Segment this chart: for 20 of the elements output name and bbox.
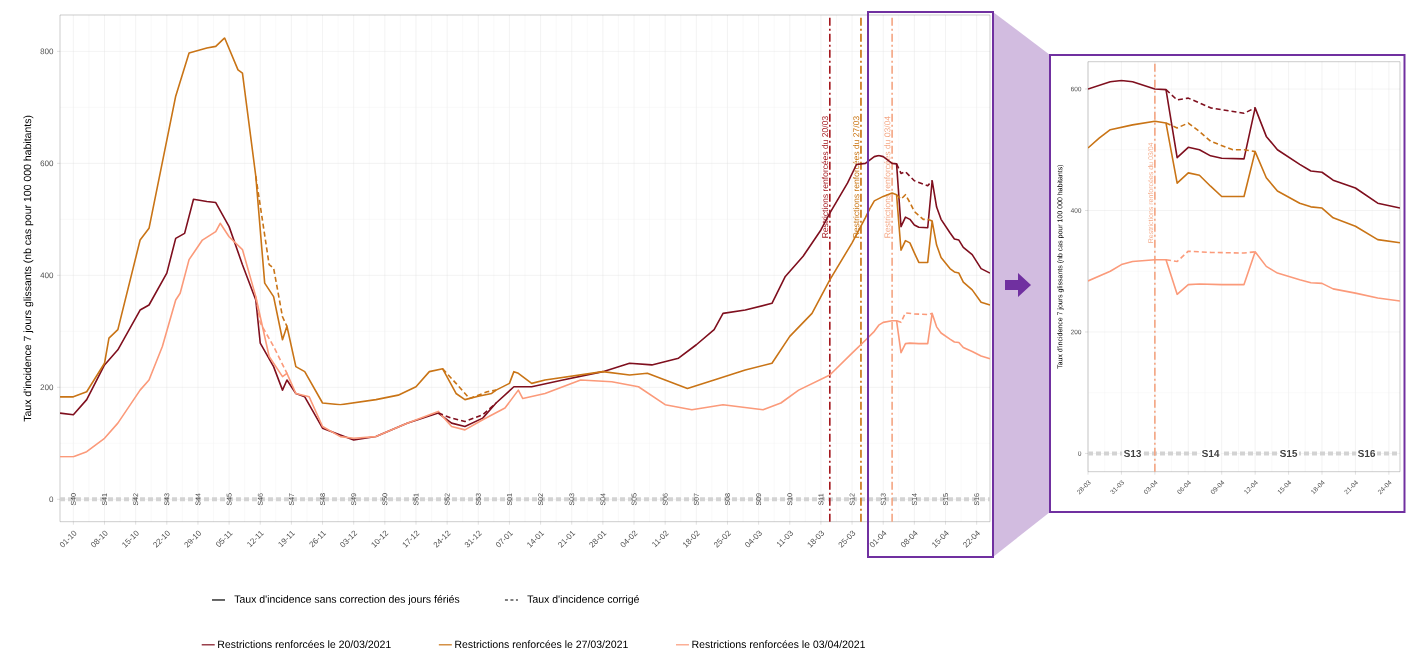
line-series xyxy=(1088,79,1400,209)
legend-label: Restrictions renforcées le 27/03/2021 xyxy=(455,640,628,649)
ref-line-label: Restrictions renforcées du 20/03 xyxy=(821,116,829,238)
x2-tick-label: S15 xyxy=(1279,449,1298,457)
legend-label: Restrictions renforcées le 03/04/2021 xyxy=(692,640,865,649)
x2-tick-label: S13 xyxy=(1123,449,1142,458)
ref-line-label: Restrictions renforcées du 27/03 xyxy=(852,116,860,238)
y-tick-label: 200 xyxy=(40,384,54,391)
x2-tick-label: S14 xyxy=(1201,449,1220,457)
x2-tick-label: S16 xyxy=(1357,449,1376,457)
y-tick-label: 800 xyxy=(40,48,54,55)
legend-label: Restrictions renforcées le 20/03/2021 xyxy=(218,640,391,649)
y-tick-label: 0 xyxy=(49,496,54,503)
text: Taux d'incidence corrigé xyxy=(527,595,639,605)
y-axis-title: Taux d'incidence 7 jours glissants (nb cas pour 100 000 habitants) xyxy=(23,115,34,422)
line-series xyxy=(1088,120,1400,244)
text: Taux d'incidence sans correction des jours fériés xyxy=(234,595,460,605)
y-tick-label: 600 xyxy=(40,160,54,167)
ref-line-label: Restrictions renforcées du 03/04 xyxy=(884,116,891,238)
y-tick-label: 400 xyxy=(40,272,54,279)
